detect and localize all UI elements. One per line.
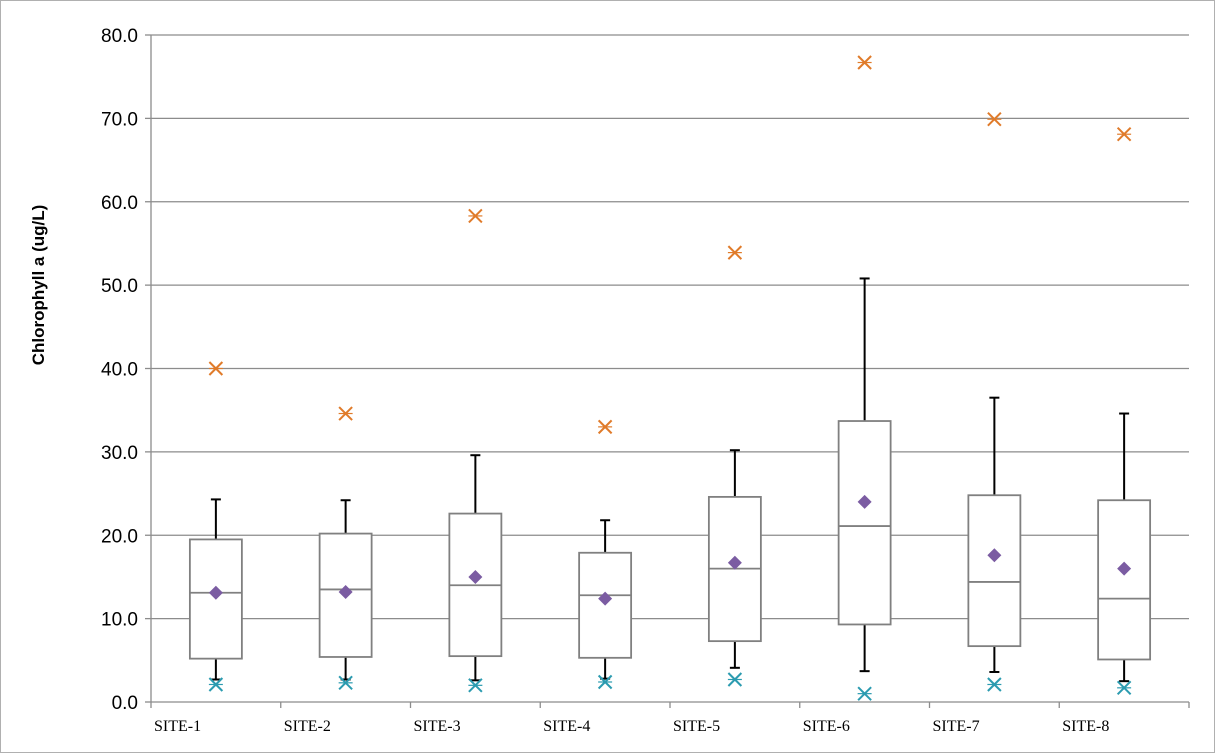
min-marker bbox=[727, 672, 743, 687]
x-tick-label: SITE-2 bbox=[284, 718, 331, 735]
min-marker bbox=[987, 677, 1002, 692]
y-tick-label: 50.0 bbox=[101, 276, 138, 297]
x-tick-label: SITE-6 bbox=[803, 718, 850, 735]
x-tick-label: SITE-4 bbox=[543, 718, 590, 735]
mean-marker bbox=[727, 555, 742, 570]
mean-marker bbox=[1117, 561, 1132, 576]
y-tick-label: 60.0 bbox=[101, 193, 138, 214]
y-tick-labels: 0.0 10.0 20.0 30.0 40.0 50.0 60.0 70.0 80.0 bbox=[101, 26, 138, 714]
x-tick-label: SITE-5 bbox=[673, 718, 720, 735]
y-tick-label: 10.0 bbox=[101, 610, 138, 631]
max-marker bbox=[727, 245, 743, 260]
max-marker bbox=[338, 406, 353, 421]
x-tick-label: SITE-7 bbox=[933, 718, 980, 735]
x-tick-labels: SITE-1 SITE-2 SITE-3 SITE-4 SITE-5 SITE-6 SITE… bbox=[154, 718, 1109, 735]
max-marker bbox=[987, 112, 1002, 127]
min-marker bbox=[208, 677, 224, 692]
y-tick-label: 30.0 bbox=[101, 443, 138, 464]
min-marker bbox=[597, 674, 613, 690]
box-series bbox=[188, 277, 1152, 683]
max-marker bbox=[468, 208, 483, 224]
max-marker bbox=[597, 419, 613, 435]
box-plot-site-5 bbox=[707, 449, 762, 669]
mean-marker bbox=[987, 548, 1002, 563]
y-tick-label: 40.0 bbox=[101, 360, 138, 381]
iqr-box bbox=[967, 494, 1022, 648]
mean-marker bbox=[338, 584, 353, 599]
y-tick-label: 70.0 bbox=[101, 109, 138, 130]
y-axis-label: Chlorophyll a (ug/L) bbox=[29, 205, 48, 366]
mean-marker bbox=[468, 569, 483, 584]
marker-series bbox=[208, 55, 1132, 701]
mean-marker bbox=[857, 494, 872, 509]
box-plot-site-7 bbox=[967, 396, 1022, 673]
axes bbox=[145, 34, 1190, 708]
iqr-box bbox=[837, 420, 892, 626]
max-marker bbox=[857, 55, 872, 70]
gridlines bbox=[151, 34, 1189, 620]
y-tick-label: 20.0 bbox=[101, 526, 138, 547]
x-tick-label: SITE-1 bbox=[154, 718, 201, 735]
max-marker bbox=[1116, 127, 1132, 142]
min-marker bbox=[857, 686, 872, 701]
y-tick-label: 80.0 bbox=[101, 26, 138, 47]
min-marker bbox=[338, 675, 353, 691]
box-plot-site-8 bbox=[1097, 412, 1152, 683]
iqr-box bbox=[1097, 499, 1152, 661]
mean-marker bbox=[598, 591, 613, 606]
box-plot-site-6 bbox=[837, 277, 892, 673]
x-tick-label: SITE-3 bbox=[414, 718, 461, 735]
x-tick-label: SITE-8 bbox=[1062, 718, 1109, 735]
y-tick-label: 0.0 bbox=[112, 693, 138, 714]
max-marker bbox=[208, 361, 224, 376]
min-marker bbox=[1116, 680, 1132, 696]
min-marker bbox=[468, 678, 483, 693]
mean-marker bbox=[208, 585, 223, 600]
box-plot-site-3 bbox=[448, 454, 503, 682]
